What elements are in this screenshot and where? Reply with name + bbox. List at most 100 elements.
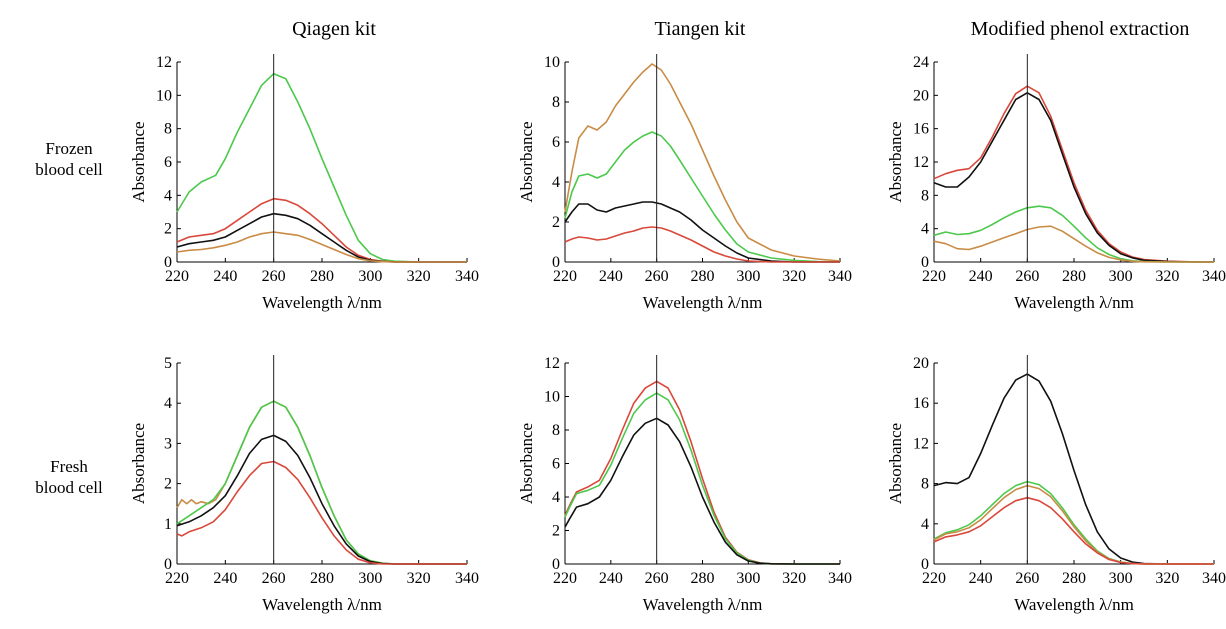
y-axis-label: Absorbance [129, 423, 148, 504]
y-tick-label: 12 [913, 154, 929, 171]
y-tick-label: 20 [913, 355, 929, 372]
x-tick-label: 320 [1155, 268, 1179, 285]
row-label-frozen: Frozen blood cell [14, 138, 124, 180]
series-line-orange [176, 231, 467, 263]
y-tick-label: 4 [552, 174, 560, 191]
chart-panel-1: 220 240 260 280 300 320 340 0 2 4 6 8 10 12 Wavelength… [129, 54, 479, 312]
series-line-red [933, 85, 1215, 263]
row-label-fresh-line1: Fresh [50, 457, 88, 476]
y-tick-label: 16 [913, 121, 929, 138]
series-line-black [564, 417, 840, 565]
x-tick-label: 320 [1155, 570, 1179, 587]
y-tick-label: 12 [913, 435, 929, 452]
x-tick-label: 340 [828, 268, 852, 285]
y-tick-label: 8 [552, 422, 560, 439]
x-tick-label: 220 [922, 570, 946, 587]
series-line-black [933, 373, 1214, 565]
chart-panel-2: 220 240 260 280 300 320 340 0 2 4 6 8 10 Wavelength λ… [517, 54, 852, 312]
y-tick-label: 10 [156, 87, 172, 104]
x-tick-label: 280 [310, 570, 334, 587]
x-tick-label: 260 [1015, 268, 1039, 285]
y-tick-label: 12 [156, 54, 172, 71]
x-tick-label: 260 [1015, 570, 1039, 587]
series-line-green [933, 205, 1214, 263]
series-line-green [564, 131, 841, 263]
series-line-black [564, 201, 840, 263]
series-line-black [176, 434, 467, 565]
y-tick-label: 24 [913, 54, 929, 71]
y-tick-label: 1 [164, 516, 172, 533]
x-tick-label: 320 [407, 268, 431, 285]
x-tick-label: 320 [782, 570, 806, 587]
y-tick-label: 4 [552, 489, 560, 506]
y-tick-label: 20 [913, 87, 929, 104]
series-line-black [933, 92, 1214, 263]
x-tick-label: 320 [782, 268, 806, 285]
x-tick-label: 320 [407, 570, 431, 587]
x-tick-label: 220 [553, 570, 577, 587]
series-line-red [176, 197, 467, 263]
x-tick-label: 280 [310, 268, 334, 285]
series-line-orange [564, 63, 841, 262]
chart-panel-4: 220 240 260 280 300 320 340 0 1 2 3 4 5 Wavelength λ/… [129, 355, 479, 614]
x-tick-label: 280 [1062, 268, 1086, 285]
x-axis-label: Wavelength λ/nm [643, 595, 763, 614]
x-tick-label: 240 [969, 268, 993, 285]
x-tick-label: 300 [358, 268, 382, 285]
column-title-tiangen: Tiangen kit [654, 18, 746, 40]
chart-panel-3: 220 240 260 280 300 320 340 0 4 8 12 16 20 24 Waveleng… [886, 54, 1226, 312]
y-tick-label: 6 [164, 154, 172, 171]
y-tick-label: 2 [164, 221, 172, 238]
x-tick-label: 260 [262, 570, 286, 587]
y-axis-label: Absorbance [517, 121, 536, 202]
x-tick-label: 220 [165, 570, 189, 587]
y-tick-label: 8 [552, 94, 560, 111]
y-tick-label: 0 [552, 556, 560, 573]
y-tick-label: 12 [544, 355, 560, 372]
y-axis-label: Absorbance [886, 121, 905, 202]
y-tick-label: 2 [164, 476, 172, 493]
y-tick-label: 0 [164, 254, 172, 271]
series-line-black [176, 212, 467, 263]
y-tick-label: 0 [164, 556, 172, 573]
x-tick-label: 340 [455, 570, 479, 587]
x-axis-label: Wavelength λ/nm [643, 293, 763, 312]
x-tick-label: 240 [599, 268, 623, 285]
y-tick-label: 4 [921, 516, 929, 533]
x-tick-label: 280 [691, 268, 715, 285]
series-line-red [564, 226, 840, 263]
y-tick-label: 2 [552, 523, 560, 540]
y-tick-label: 10 [544, 389, 560, 406]
x-tick-label: 240 [599, 570, 623, 587]
y-tick-label: 2 [552, 214, 560, 231]
y-tick-label: 5 [164, 355, 172, 372]
y-tick-label: 6 [552, 456, 560, 473]
row-label-fresh: Fresh blood cell [14, 456, 124, 498]
series-line-green [176, 400, 467, 565]
x-tick-label: 220 [922, 268, 946, 285]
y-tick-label: 0 [921, 254, 929, 271]
series-line-orange [176, 400, 467, 565]
y-tick-label: 4 [164, 395, 172, 412]
x-tick-label: 340 [1202, 570, 1226, 587]
x-tick-label: 240 [969, 570, 993, 587]
x-tick-label: 240 [213, 570, 237, 587]
x-tick-label: 220 [553, 268, 577, 285]
row-label-fresh-line2: blood cell [35, 478, 103, 497]
x-tick-label: 340 [828, 570, 852, 587]
x-tick-label: 260 [645, 268, 669, 285]
x-tick-label: 300 [1109, 268, 1133, 285]
x-tick-label: 240 [213, 268, 237, 285]
row-label-frozen-line1: Frozen [45, 139, 93, 158]
x-axis-label: Wavelength λ/nm [1014, 595, 1134, 614]
y-tick-label: 0 [921, 556, 929, 573]
y-tick-label: 16 [913, 395, 929, 412]
y-tick-label: 0 [552, 254, 560, 271]
y-axis-label: Absorbance [517, 423, 536, 504]
x-tick-label: 340 [455, 268, 479, 285]
column-title-phenol: Modified phenol extraction [970, 18, 1190, 40]
series-line-red [176, 460, 467, 565]
chart-panel-5: 220 240 260 280 300 320 340 0 2 4 6 8 10 12 Wavelength… [517, 355, 852, 614]
x-tick-label: 280 [1062, 570, 1086, 587]
